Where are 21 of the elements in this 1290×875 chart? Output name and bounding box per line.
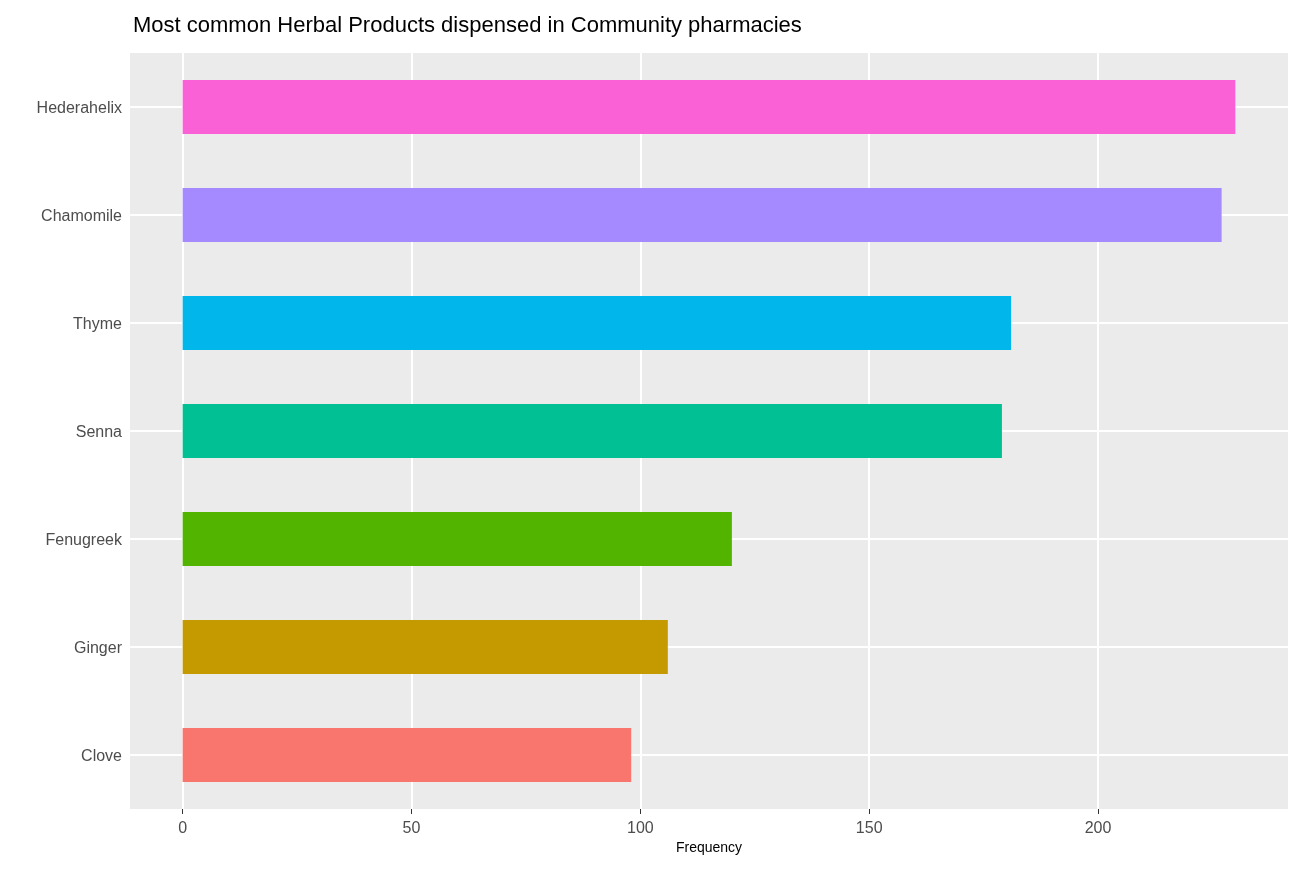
y-tick-label: Thyme — [73, 314, 123, 332]
y-tick-label: Hederahelix — [36, 98, 122, 116]
x-axis-title: Frequency — [675, 838, 743, 855]
y-tick-label: Fenugreek — [45, 530, 123, 548]
bar — [182, 296, 1012, 350]
x-tick-label: 100 — [626, 818, 654, 836]
bar — [182, 188, 1222, 242]
y-tick-label: Ginger — [73, 638, 123, 656]
x-tick-label: 150 — [855, 818, 883, 836]
bar — [182, 620, 668, 674]
y-tick-label: Senna — [75, 422, 123, 440]
bar — [182, 404, 1002, 458]
y-tick-label: Chamomile — [41, 206, 123, 224]
y-tick-label: Clove — [81, 746, 123, 764]
x-tick-label: 50 — [402, 818, 421, 836]
bar — [182, 512, 732, 566]
bar — [182, 80, 1236, 134]
x-tick-label: 200 — [1084, 818, 1112, 836]
x-tick-label: 0 — [178, 818, 188, 836]
chart-title: Most common Herbal Products dispensed in Community pharmacies — [133, 11, 802, 37]
bar — [182, 728, 632, 782]
